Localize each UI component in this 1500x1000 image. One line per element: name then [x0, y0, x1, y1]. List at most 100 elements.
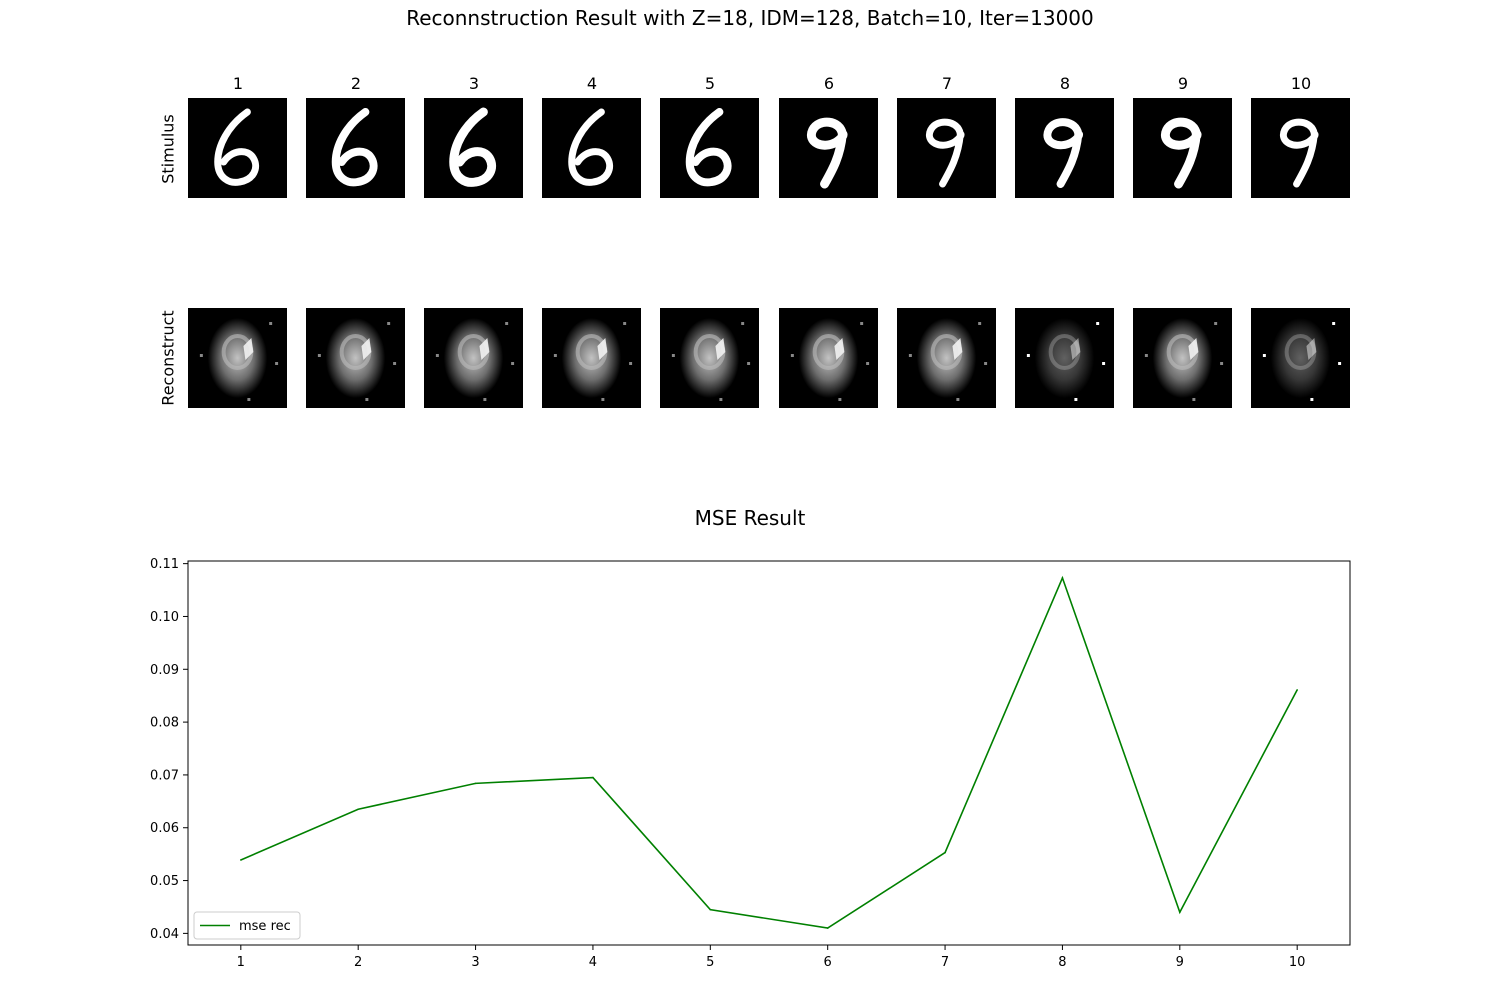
- reconstruct-image: [1133, 308, 1232, 408]
- column-label: 8: [1059, 74, 1071, 93]
- stimulus-image: [1133, 98, 1232, 198]
- reconstruction-highlight: [243, 338, 254, 360]
- data-point: [944, 851, 946, 854]
- reconstruction-blob: [1034, 318, 1095, 398]
- reconstruction-blob: [1270, 318, 1331, 398]
- data-point: [240, 859, 242, 861]
- legend-label: mse rec: [239, 919, 291, 934]
- reconstruction-blob: [207, 318, 268, 398]
- column-label: 6: [823, 74, 835, 93]
- data-point: [1296, 689, 1298, 691]
- reconstruction-blob: [561, 318, 622, 398]
- reconstruction-highlight: [715, 338, 726, 360]
- noise-pixel: [1220, 362, 1224, 365]
- stimulus-image: [897, 98, 996, 198]
- digit-glyph-6: [568, 108, 614, 186]
- noise-pixel: [317, 354, 321, 357]
- digit-glyph-6: [331, 108, 378, 187]
- stimulus-image: [1251, 98, 1350, 198]
- noise-pixel: [1102, 362, 1106, 365]
- reconstruction-highlight: [597, 338, 608, 360]
- stimulus-image: [542, 98, 641, 198]
- column-label: 2: [350, 74, 362, 93]
- column-label: 9: [1177, 74, 1189, 93]
- noise-pixel: [978, 322, 982, 325]
- noise-pixel: [741, 322, 745, 325]
- noise-pixel: [387, 322, 391, 325]
- noise-pixel: [1192, 398, 1196, 401]
- noise-pixel: [1262, 354, 1266, 357]
- digit-glyph-9: [925, 118, 965, 188]
- column-label: 10: [1290, 74, 1312, 93]
- noise-pixel: [838, 398, 842, 401]
- noise-pixel: [511, 362, 515, 365]
- noise-pixel: [393, 362, 397, 365]
- column-label: 7: [941, 74, 953, 93]
- reconstruct-image: [660, 308, 759, 408]
- data-point: [357, 808, 359, 811]
- noise-pixel: [1144, 354, 1148, 357]
- data-point: [1179, 911, 1181, 914]
- x-tick-label: 2: [354, 955, 362, 970]
- noise-pixel: [365, 398, 369, 401]
- reconstruction-blob: [1152, 318, 1213, 398]
- noise-pixel: [199, 354, 203, 357]
- reconstruct-image: [897, 308, 996, 408]
- x-tick-label: 8: [1058, 955, 1066, 970]
- y-tick-label: 0.08: [150, 716, 179, 731]
- legend-box: [193, 911, 301, 940]
- noise-pixel: [623, 322, 627, 325]
- x-tick-label: 9: [1176, 955, 1184, 970]
- noise-pixel: [247, 398, 251, 401]
- noise-pixel: [747, 362, 751, 365]
- reconstruction-highlight: [1306, 338, 1317, 360]
- digit-glyph-9: [806, 117, 848, 189]
- noise-pixel: [269, 322, 273, 325]
- noise-pixel: [1074, 398, 1078, 401]
- x-tick-label: 10: [1289, 955, 1306, 970]
- reconstruction-highlight: [361, 338, 372, 360]
- noise-pixel: [1310, 398, 1314, 401]
- series-line-mse-rec: [240, 575, 1298, 929]
- digit-glyph-9: [1160, 117, 1202, 189]
- data-point: [592, 776, 594, 779]
- noise-pixel: [1332, 322, 1336, 325]
- digit-glyph-9: [1279, 118, 1319, 188]
- digit-glyph-6: [685, 108, 732, 187]
- y-tick-label: 0.11: [150, 557, 179, 572]
- y-tick-label: 0.09: [150, 663, 179, 678]
- noise-pixel: [719, 398, 723, 401]
- reconstruction-highlight: [952, 338, 963, 360]
- digit-glyph-6: [214, 108, 260, 186]
- reconstruction-highlight: [1188, 338, 1199, 360]
- x-tick-label: 5: [706, 955, 714, 970]
- noise-pixel: [1214, 322, 1218, 325]
- column-label: 3: [468, 74, 480, 93]
- noise-pixel: [908, 354, 912, 357]
- digit-glyph-6: [449, 107, 497, 187]
- x-tick-label: 1: [237, 955, 245, 970]
- data-point: [474, 782, 477, 785]
- x-tick-label: 7: [941, 955, 949, 970]
- stimulus-image: [1015, 98, 1114, 198]
- digit-glyph-9: [1043, 118, 1083, 188]
- data-point: [709, 908, 712, 911]
- stimulus-image: [306, 98, 405, 198]
- reconstruct-image: [424, 308, 523, 408]
- noise-pixel: [505, 322, 509, 325]
- noise-pixel: [275, 362, 279, 365]
- x-tick-label: 6: [824, 955, 832, 970]
- reconstruct-image: [542, 308, 641, 408]
- y-tick-label: 0.06: [150, 821, 179, 836]
- x-tick-label: 3: [471, 955, 479, 970]
- noise-pixel: [860, 322, 864, 325]
- data-point: [826, 927, 829, 929]
- noise-pixel: [1026, 354, 1030, 357]
- reconstruction-highlight: [1070, 338, 1081, 360]
- noise-pixel: [1096, 322, 1100, 325]
- reconstruction-highlight: [834, 338, 845, 360]
- noise-pixel: [671, 354, 675, 357]
- noise-pixel: [483, 398, 487, 401]
- noise-pixel: [601, 398, 605, 401]
